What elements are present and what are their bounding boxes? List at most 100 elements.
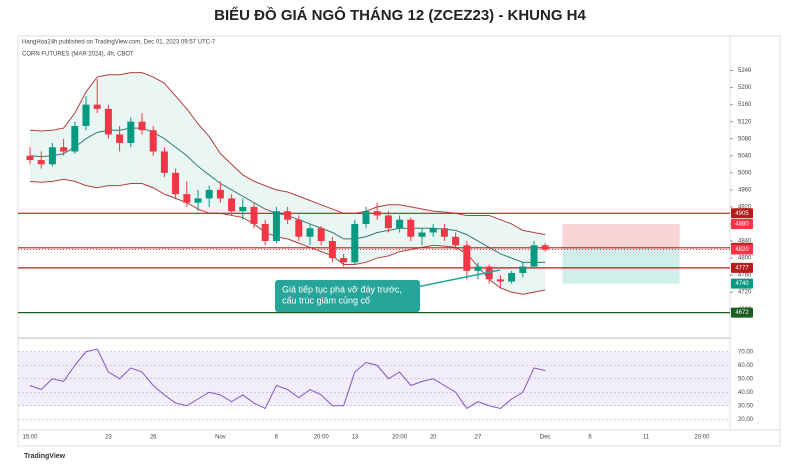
candle-body xyxy=(172,172,180,195)
callout-pointer xyxy=(411,269,501,289)
candle-body xyxy=(272,211,280,242)
candle-body xyxy=(418,232,426,237)
position-badge-label: 4740 xyxy=(735,281,749,287)
candle-body xyxy=(407,219,415,237)
level-badge xyxy=(731,307,753,318)
level-badge-label: 4777 xyxy=(735,265,749,271)
level-badge-label: 4672 xyxy=(735,310,749,316)
candle-body xyxy=(284,211,292,220)
candle-body xyxy=(82,104,90,126)
last-price-label: 4820 xyxy=(735,247,749,253)
chart-frame xyxy=(17,35,781,447)
candle-body xyxy=(160,151,168,173)
y-tick-label: 4960 xyxy=(738,187,752,193)
rsi-line xyxy=(29,348,546,410)
callout-text: Giá tiếp tục phá vỡ đáy trước, xyxy=(282,284,402,294)
position-badge xyxy=(731,278,753,289)
y-tick-label: 5160 xyxy=(738,102,752,108)
candle-body xyxy=(317,228,325,242)
candle-body xyxy=(104,108,112,135)
x-tick-label: 6 xyxy=(588,435,592,441)
y-tick-label: 4800 xyxy=(738,256,752,262)
x-tick-label: 20:00 xyxy=(392,435,408,441)
level-badge xyxy=(731,208,753,219)
candle-body xyxy=(228,198,236,212)
y-tick-label: 4920 xyxy=(738,204,752,210)
x-tick-label: Dec xyxy=(540,435,551,441)
candle-body xyxy=(373,211,381,216)
rsi-tick-label: 70.00 xyxy=(738,349,754,355)
x-tick-label: 20:00 xyxy=(314,435,330,441)
logo: TradingView xyxy=(24,453,66,460)
level-badge-label: 4905 xyxy=(735,211,749,217)
candle-body xyxy=(205,189,213,199)
x-tick-label: 27 xyxy=(475,435,482,441)
candle-body xyxy=(239,206,247,212)
y-tick-label: 4760 xyxy=(738,273,752,279)
y-tick-label: 5200 xyxy=(738,85,752,91)
candle-body xyxy=(384,215,392,229)
y-tick-label: 5240 xyxy=(738,68,752,74)
candle-body xyxy=(37,160,45,165)
y-tick-label: 4720 xyxy=(738,290,752,296)
rsi-tick-label: 40.00 xyxy=(738,390,754,396)
candle-body xyxy=(530,245,538,267)
position-stop xyxy=(562,223,680,248)
last-price-badge xyxy=(731,244,753,255)
band-fill xyxy=(30,72,546,295)
candle-body xyxy=(541,245,549,250)
candle-body xyxy=(60,147,68,152)
candle-body xyxy=(452,236,460,246)
rsi-tick-label: 20.00 xyxy=(738,417,754,423)
candle-body xyxy=(519,266,527,273)
candle-body xyxy=(474,266,482,271)
x-tick-label: 20:00 xyxy=(694,435,710,441)
candle-body xyxy=(194,198,202,203)
candle-body xyxy=(26,155,34,161)
x-tick-label: 6 xyxy=(275,435,279,441)
candle-body xyxy=(127,121,135,143)
candle-body xyxy=(183,194,191,203)
position-badge-label: 4880 xyxy=(735,222,749,228)
candle-body xyxy=(48,147,56,165)
candle-body xyxy=(485,266,493,280)
candle-body xyxy=(328,241,336,259)
candle-body xyxy=(429,228,437,233)
x-tick-label: 15:00 xyxy=(22,435,38,441)
candle-body xyxy=(351,223,359,263)
callout-text: cấu trúc giảm củng cố xyxy=(282,295,370,305)
position-target xyxy=(562,247,680,284)
publisher: HangHoa24h published on TradingView.com,… xyxy=(22,40,216,46)
callout-box xyxy=(275,280,420,312)
x-tick-label: 20 xyxy=(430,435,437,441)
candle-body xyxy=(138,121,146,131)
candle-body xyxy=(93,104,101,109)
candle-body xyxy=(295,219,303,237)
candle-body xyxy=(362,211,370,224)
y-tick-label: 5120 xyxy=(738,119,752,125)
rsi-tick-label: 30.00 xyxy=(738,403,754,409)
candle-body xyxy=(216,189,224,199)
position-badge xyxy=(731,218,753,229)
candle-body xyxy=(71,125,79,152)
candle-body xyxy=(463,245,471,271)
x-tick-label: Nov xyxy=(215,435,226,441)
y-tick-label: 5000 xyxy=(738,170,752,176)
candle-body xyxy=(440,228,448,237)
candle-body xyxy=(306,228,314,237)
y-tick-label: 5040 xyxy=(738,153,752,159)
candle-body xyxy=(496,279,504,282)
band-upper xyxy=(29,72,546,236)
chart-subtitle: CORN FUTURES (MAR 2024), 4h, CBOT xyxy=(22,52,134,58)
candle-body xyxy=(340,258,348,263)
x-tick-label: 11 xyxy=(643,435,650,441)
x-tick-label: 13 xyxy=(351,435,358,441)
y-tick-label: 4840 xyxy=(738,239,752,245)
candle-body xyxy=(396,219,404,229)
rsi-tick-label: 50.00 xyxy=(738,376,754,382)
candle-body xyxy=(250,206,258,224)
candle-body xyxy=(149,130,157,152)
candle-body xyxy=(116,134,124,143)
